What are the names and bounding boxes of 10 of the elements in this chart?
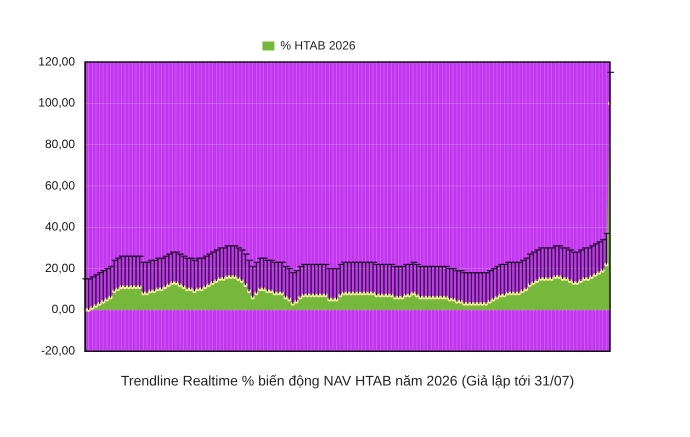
- y-tick-label: 20,00: [44, 260, 76, 275]
- y-tick-label: 100,00: [38, 96, 76, 110]
- x-axis-title: Trendline Realtime % biến động NAV HTAB năm 2026 (Giả lập tới 31/07): [120, 372, 574, 388]
- y-tick-label: 80,00: [44, 136, 76, 151]
- legend-label: % HTAB 2026: [280, 38, 356, 52]
- y-tick-label: -20,00: [40, 344, 76, 358]
- y-tick-label: 60,00: [44, 178, 76, 192]
- y-tick-label: 0,00: [52, 302, 76, 316]
- y-tick-label: 40,00: [44, 220, 76, 234]
- y-tick-label: 120,00: [38, 54, 76, 68]
